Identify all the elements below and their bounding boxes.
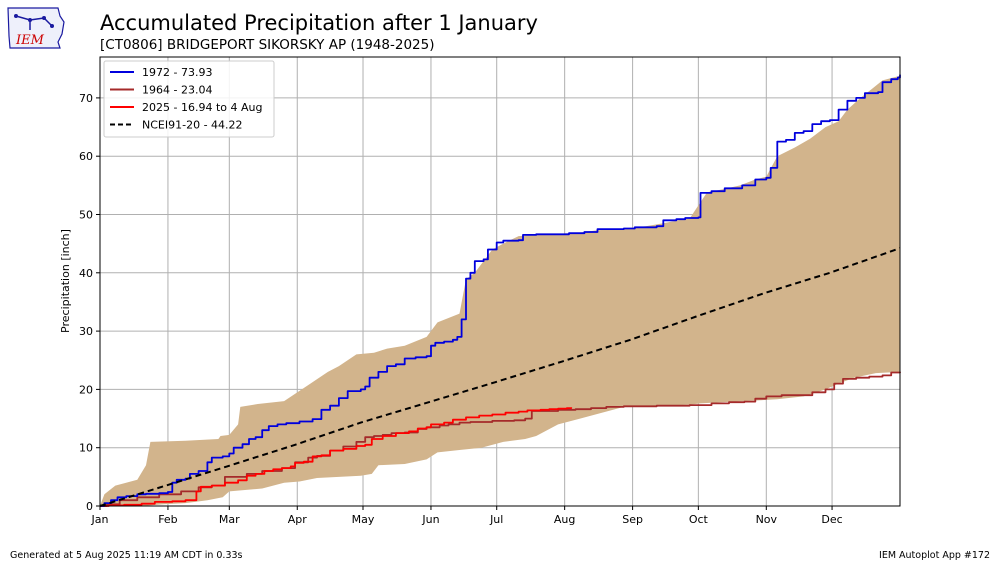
footer-app: IEM Autoplot App #172 bbox=[879, 550, 990, 561]
legend-label: 1972 - 73.93 bbox=[142, 66, 212, 79]
range-band bbox=[100, 75, 900, 506]
series-line-2 bbox=[100, 407, 573, 507]
legend-label: 2025 - 16.94 to 4 Aug bbox=[142, 101, 262, 114]
legend-label: 1964 - 23.04 bbox=[142, 84, 212, 97]
x-tick-label: Mar bbox=[219, 513, 240, 526]
x-tick-label: May bbox=[352, 513, 375, 526]
x-tick-label: Jun bbox=[421, 513, 439, 526]
iem-logo: IEM bbox=[7, 7, 65, 49]
x-tick-label: Apr bbox=[288, 513, 308, 526]
y-tick-label: 20 bbox=[79, 383, 93, 396]
iem-logo-text: IEM bbox=[15, 33, 45, 48]
x-tick-label: Jan bbox=[91, 513, 109, 526]
plot-frame bbox=[99, 56, 901, 507]
y-tick-label: 50 bbox=[79, 209, 93, 222]
legend-box bbox=[103, 60, 275, 138]
series-line-1 bbox=[100, 371, 901, 507]
x-tick-label: Sep bbox=[622, 513, 643, 526]
series-line-3 bbox=[99, 247, 901, 507]
chart-title: Accumulated Precipitation after 1 Januar… bbox=[100, 11, 538, 35]
x-axis: Jan Feb Mar Apr May Jun Jul Aug Sep Oct Nov Dec bbox=[91, 506, 843, 526]
y-tick-label: 0 bbox=[86, 500, 93, 513]
y-axis-title: Precipitation [inch] bbox=[59, 229, 72, 333]
footer-generated: Generated at 5 Aug 2025 11:19 AM CDT in … bbox=[10, 550, 243, 561]
y-tick-label: 40 bbox=[79, 267, 93, 280]
series-lines bbox=[99, 74, 901, 507]
chart-subtitle: [CT0806] BRIDGEPORT SIKORSKY AP (1948-20… bbox=[100, 37, 435, 53]
x-tick-label: Jul bbox=[489, 513, 503, 526]
y-axis: 0 10 20 30 40 50 60 70 bbox=[79, 92, 100, 513]
x-tick-label: Oct bbox=[689, 513, 709, 526]
x-tick-label: Dec bbox=[821, 513, 842, 526]
y-tick-label: 70 bbox=[79, 92, 93, 105]
legend-label: NCEI91-20 - 44.22 bbox=[142, 119, 243, 132]
y-tick-label: 60 bbox=[79, 150, 93, 163]
range-band-area bbox=[100, 75, 900, 506]
x-tick-label: Nov bbox=[756, 513, 778, 526]
x-tick-label: Feb bbox=[158, 513, 177, 526]
legend: 1972 - 73.93 1964 - 23.04 2025 - 16.94 to … bbox=[103, 60, 275, 138]
series-line-0 bbox=[100, 74, 901, 507]
x-tick-label: Aug bbox=[554, 513, 575, 526]
y-tick-label: 10 bbox=[79, 442, 93, 455]
y-tick-label: 30 bbox=[79, 325, 93, 338]
